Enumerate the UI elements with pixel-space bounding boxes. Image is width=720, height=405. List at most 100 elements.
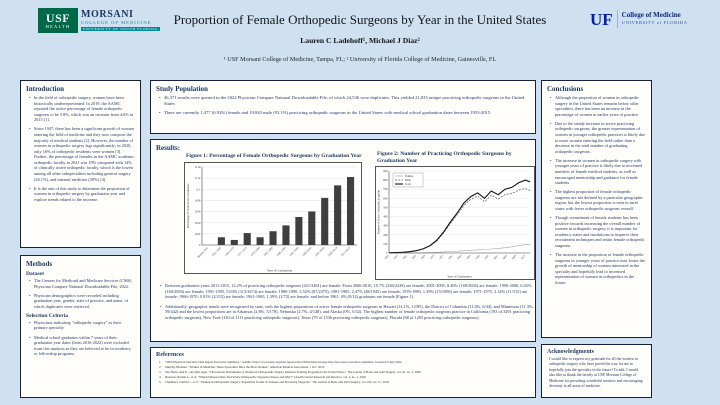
introduction-bullet: It is the aim of this study to determine… <box>29 186 135 203</box>
acknowledgments-heading: Acknowledgments <box>547 349 595 355</box>
svg-text:1986-1990: 1986-1990 <box>276 246 287 257</box>
svg-text:0: 0 <box>386 252 388 255</box>
references-heading: References <box>156 352 184 358</box>
uf-logo: UF College of Medicine UNIVERSITY of FLO… <box>590 8 688 30</box>
svg-text:0.08: 0.08 <box>195 198 201 202</box>
svg-text:1981: 1981 <box>448 254 454 260</box>
acknowledgments-section: Acknowledgments I would like to express … <box>541 344 652 398</box>
poster-affiliations: ¹ USF Morsani College of Medicine, Tampa… <box>223 56 497 63</box>
usf-abbr-text: USF <box>45 10 71 25</box>
svg-text:400: 400 <box>383 216 388 219</box>
selection-criteria-bullet: Medical school graduates within 7 years … <box>29 335 135 357</box>
svg-text:1997: 1997 <box>484 254 490 260</box>
svg-text:600: 600 <box>383 198 388 201</box>
svg-text:2001-2005: 2001-2005 <box>315 246 326 257</box>
svg-text:900: 900 <box>383 170 388 173</box>
reference-item: Bratescu, Rachel A., et al. "Which Subsp… <box>159 374 367 379</box>
svg-text:1966-1970: 1966-1970 <box>224 246 235 257</box>
conclusions-bullet: The increase in women in orthopedic surg… <box>550 158 646 186</box>
reference-item: Murphy, Brendan. "Women in Medicine: The… <box>159 364 325 369</box>
svg-text:Number of Active Orthopedic Su: Number of Active Orthopedic Surgeons <box>378 190 381 235</box>
svg-text:0.02: 0.02 <box>195 232 201 236</box>
usf-health-text: HEALTH <box>45 24 71 29</box>
svg-text:1977: 1977 <box>438 254 444 260</box>
svg-text:2001: 2001 <box>493 254 499 260</box>
svg-text:1965: 1965 <box>411 254 417 260</box>
conclusions-bullet: Though recruitment of female students ha… <box>550 215 646 248</box>
introduction-heading: Introduction <box>26 85 64 93</box>
reference-item: "2020 Physician Specialty Data Report Ex… <box>159 360 403 364</box>
figure1-block: Figure 1: Percentage of Female Orthopedi… <box>184 153 364 274</box>
svg-text:0.1: 0.1 <box>197 187 201 191</box>
acknowledgments-text: I would like to express my gratitude for… <box>549 357 643 389</box>
figure1-chart: 0 0.02 0.04 0.06 0.08 0.1 0.12 0.14 Before 1961 1… <box>184 161 364 274</box>
svg-text:0.06: 0.06 <box>195 209 201 213</box>
study-population-bullet: There are currently 1,477 (6.92%) female… <box>159 110 530 116</box>
svg-text:500: 500 <box>383 207 388 210</box>
svg-text:Female: Female <box>405 175 414 178</box>
svg-text:Before 1961: Before 1961 <box>197 246 209 258</box>
references-list: "2020 Physician Specialty Data Report Ex… <box>156 360 531 384</box>
svg-text:2005: 2005 <box>502 254 508 260</box>
svg-text:1961-1965: 1961-1965 <box>211 246 222 257</box>
svg-text:Male: Male <box>405 179 412 182</box>
introduction-bullets: In the field of orthopedic surgery, wome… <box>26 95 136 202</box>
study-population-bullet: 46,371 results were queried in the 2022 … <box>159 95 530 107</box>
svg-text:200: 200 <box>383 234 388 237</box>
svg-text:1981-1985: 1981-1985 <box>263 246 274 257</box>
svg-text:2011-2015: 2011-2015 <box>341 246 352 257</box>
svg-text:1993: 1993 <box>475 254 481 260</box>
uf-logo-divider <box>616 10 618 28</box>
svg-text:0: 0 <box>199 243 201 247</box>
results-bullets: Between graduation years 2011-2015, 12.2… <box>157 283 538 324</box>
results-bullet: Between graduation years 2011-2015, 12.2… <box>160 283 537 300</box>
svg-text:1973: 1973 <box>429 254 435 260</box>
conclusions-bullet: Due to the steady increase in active pra… <box>550 121 646 154</box>
results-section: Results: Figure 1: Percentage of Female … <box>150 139 536 342</box>
conclusions-bullets: Although the proportion of women in orth… <box>547 95 647 285</box>
methods-section: Methods Dataset The Centers for Medicaid… <box>20 255 141 398</box>
dataset-bullet: Physician demographics were recorded inc… <box>29 293 135 310</box>
usf-college-text: COLLEGE OF MEDICINE <box>81 19 152 25</box>
uf-university-text: UNIVERSITY of FLORIDA <box>621 20 688 26</box>
reference-item: Chambers, Caitlin C., et al. "Women in O… <box>159 379 390 384</box>
figure2-block: Figure 2: Number of Practicing Orthopedi… <box>375 151 535 281</box>
dataset-bullet: The Centers for Medicaid and Medicare Se… <box>29 278 135 289</box>
dataset-subheading: Dataset <box>26 271 45 277</box>
svg-text:1996-2000: 1996-2000 <box>302 246 313 257</box>
uf-college-text: College of Medicine <box>621 11 681 20</box>
study-population-bullets: 46,371 results were queried in the 2022 … <box>156 95 531 116</box>
svg-text:1991-1995: 1991-1995 <box>289 246 300 257</box>
svg-text:2009: 2009 <box>511 254 517 260</box>
study-population-section: Study Population 46,371 results were que… <box>150 80 536 134</box>
selection-criteria-subheading: Selection Criteria <box>26 312 69 319</box>
dataset-bullets: The Centers for Medicaid and Medicare Se… <box>26 278 136 309</box>
svg-text:300: 300 <box>383 225 388 228</box>
svg-text:1971-1975: 1971-1975 <box>237 246 248 257</box>
svg-text:1969: 1969 <box>420 254 426 260</box>
introduction-bullet: Since 1947, there has been a significant… <box>29 126 135 182</box>
svg-text:Year of Graduation: Year of Graduation <box>267 268 293 272</box>
figure2-title: Figure 2: Number of Practicing Orthopedi… <box>377 151 512 164</box>
poster-title: Proportion of Female Orthopedic Surgeons… <box>173 12 547 27</box>
svg-text:800: 800 <box>383 180 388 183</box>
svg-text:1976-1980: 1976-1980 <box>250 246 261 257</box>
conclusions-bullet: The highest proportion of female orthope… <box>550 189 646 211</box>
svg-text:1985: 1985 <box>457 254 463 260</box>
introduction-bullet: In the field of orthopedic surgery, wome… <box>29 95 135 123</box>
usf-logo-mark: USF HEALTH <box>38 8 78 33</box>
usf-university-text: UNIVERSITY OF SOUTH FLORIDA <box>81 26 160 32</box>
svg-text:100: 100 <box>383 243 388 246</box>
study-population-heading: Study Population <box>156 85 208 93</box>
svg-text:1957: 1957 <box>393 254 399 260</box>
svg-text:700: 700 <box>383 189 388 192</box>
svg-text:0.14: 0.14 <box>195 165 201 169</box>
svg-text:Percentage of Total Active Gra: Percentage of Total Active Graduates <box>186 183 190 229</box>
svg-text:Total: Total <box>405 183 411 186</box>
morsani-text: MORSANI <box>81 8 134 20</box>
reference-item: Van Heest, Ann E., and Julie Agel. "The … <box>159 369 422 374</box>
conclusions-bullet: The increase in the proportion of female… <box>550 252 646 285</box>
poster-authors: Lauren C Ladehoff¹, Michael J Diaz² <box>300 36 420 45</box>
conclusions-bullet: Although the proportion of women in orth… <box>550 95 646 117</box>
